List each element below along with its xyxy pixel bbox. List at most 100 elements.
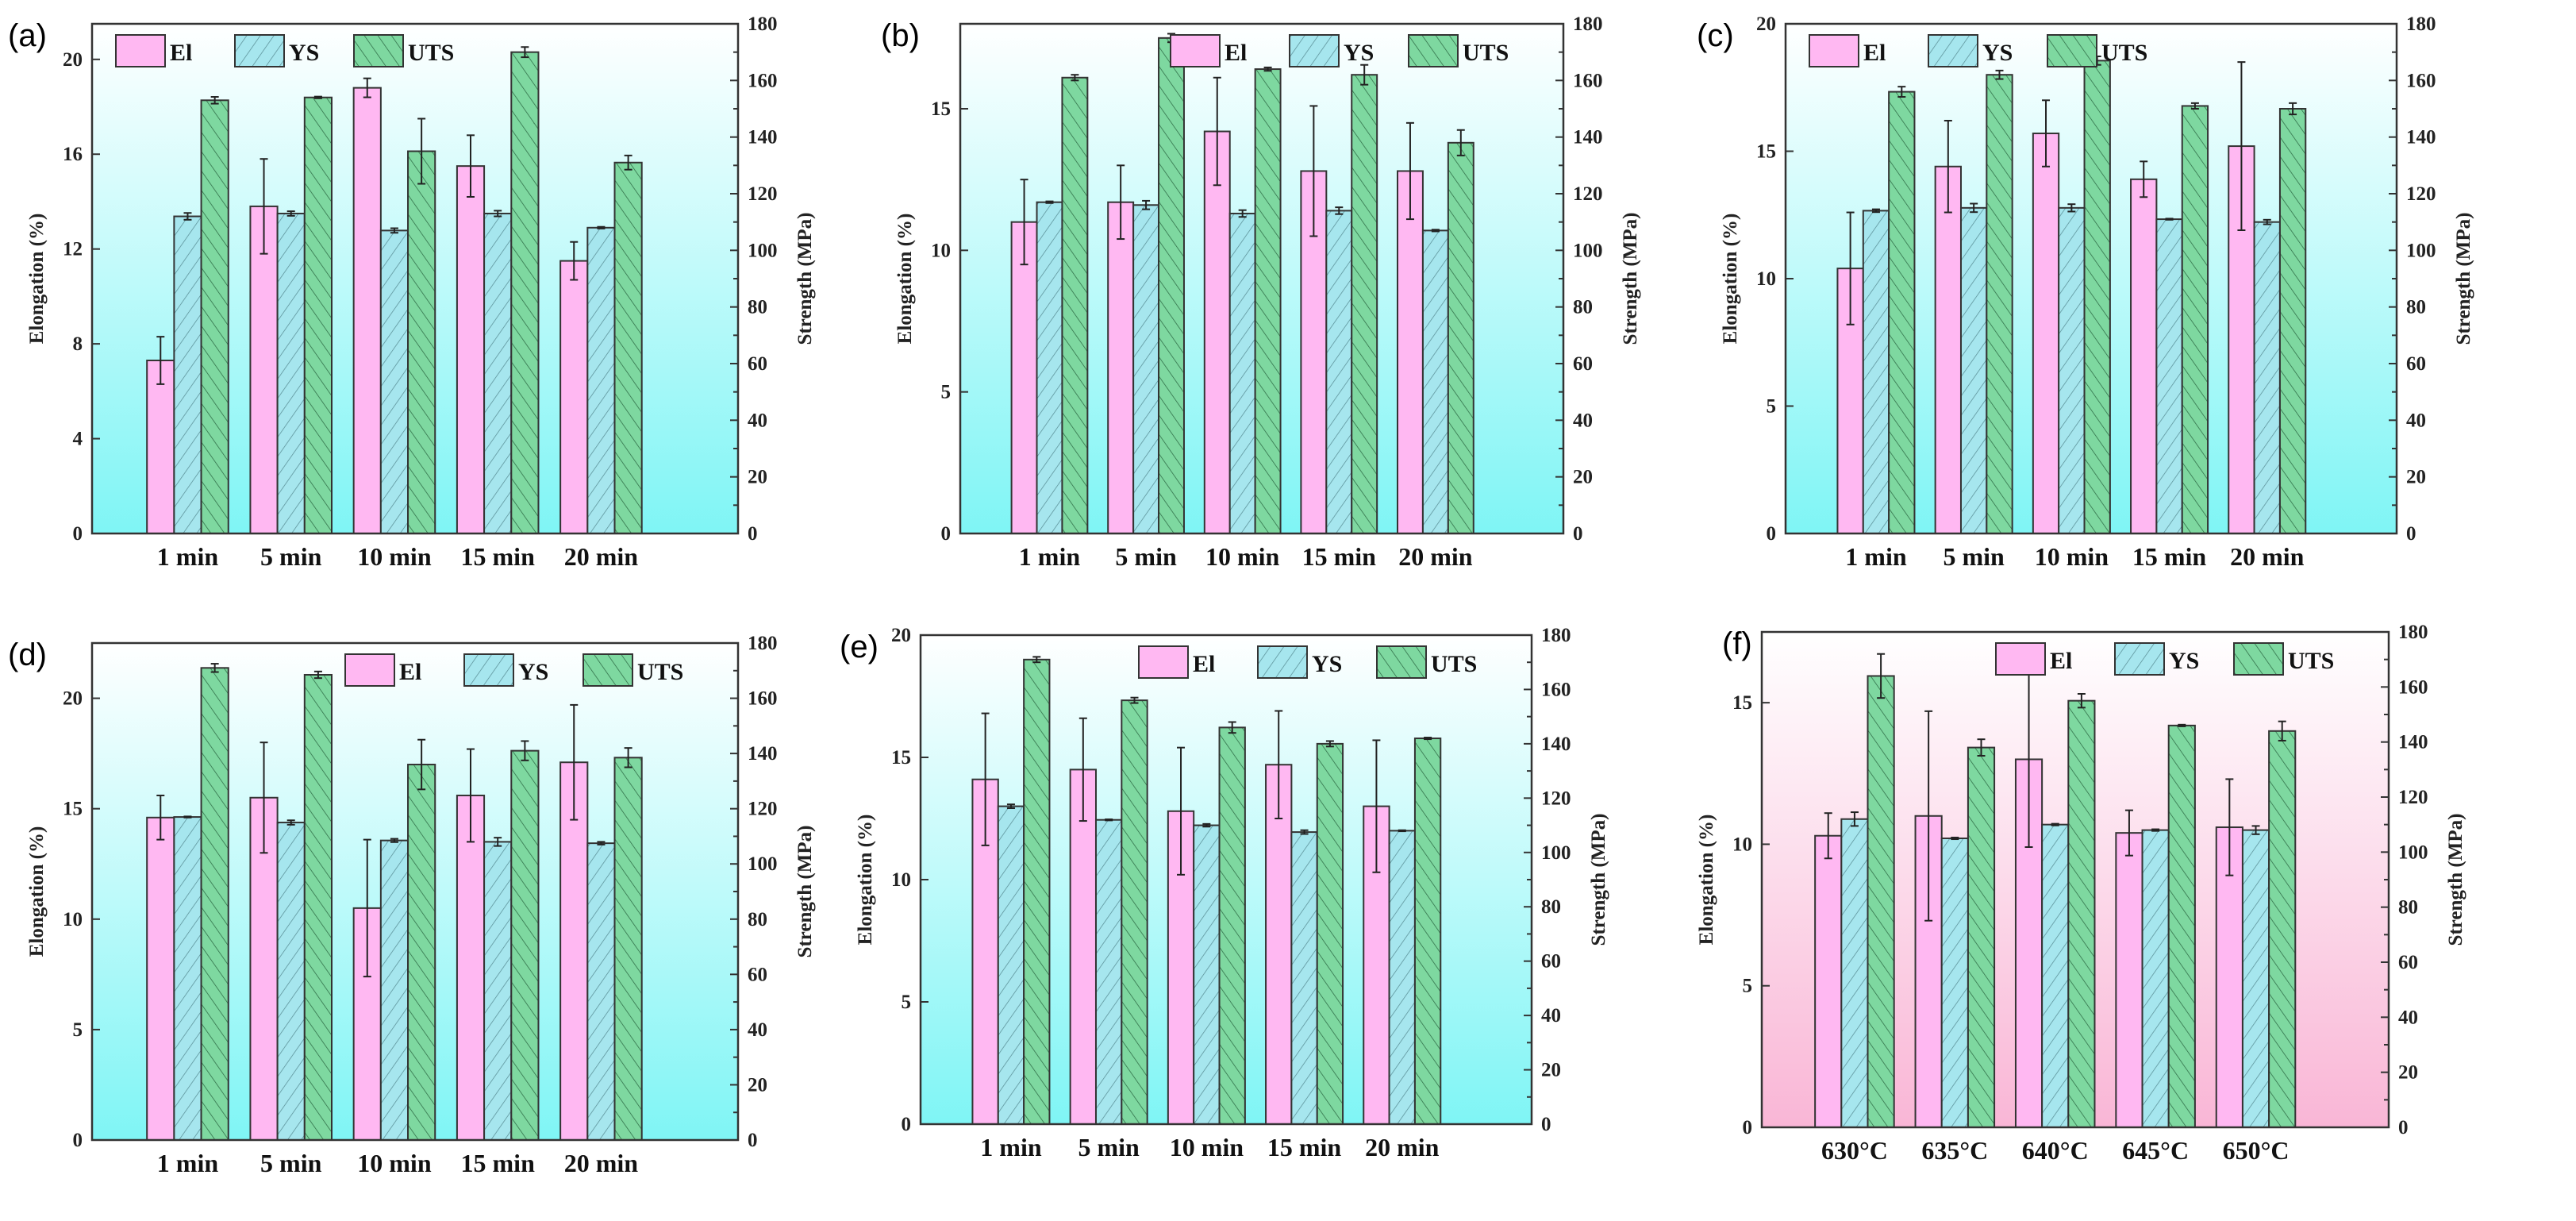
chart-panel-c: (c) 0 5 10 15 20 0 20 40 60 80 100 120 140 160 180 Elong…: [1697, 13, 2474, 571]
right-tick-label: 100: [1573, 240, 1603, 261]
bar-ys: [586, 842, 616, 1142]
bar-uts: [1023, 658, 1051, 1125]
bar-uts: [2083, 60, 2111, 535]
right-axis-label: Strength (MPa): [2445, 814, 2466, 946]
bar-ys: [173, 215, 202, 534]
right-tick-label: 80: [748, 297, 767, 318]
left-tick-label: 4: [73, 429, 83, 450]
left-tick-label: 0: [941, 523, 952, 545]
bar-uts: [2268, 730, 2297, 1128]
bar-uts: [1986, 74, 2013, 534]
x-tick-label: 630°C: [1821, 1136, 1888, 1165]
x-tick-label: 15 min: [1302, 542, 1377, 571]
legend-label: UTS: [408, 40, 454, 66]
bar-ys: [2058, 206, 2086, 534]
x-tick-label: 5 min: [260, 1149, 322, 1177]
bar-ys: [483, 841, 513, 1142]
bar-ys: [1940, 838, 1969, 1128]
legend-label: YS: [289, 40, 319, 66]
right-tick-label: 40: [748, 1019, 767, 1041]
legend-swatch-uts: [353, 34, 404, 67]
right-tick-label: 180: [748, 633, 778, 654]
bar-uts: [1316, 742, 1344, 1126]
right-tick-label: 160: [1541, 679, 1571, 700]
x-tick-label: 20 min: [564, 1149, 639, 1177]
bar-ys: [2041, 823, 2070, 1128]
left-tick-label: 10: [891, 869, 911, 891]
legend-label: UTS: [1463, 40, 1509, 66]
left-tick-label: 15: [1756, 141, 1776, 163]
bar-ys: [1388, 830, 1416, 1126]
left-tick-label: 20: [63, 49, 83, 71]
bar-ys: [379, 229, 409, 534]
right-tick-label: 120: [2406, 183, 2436, 205]
legend-label: UTS: [2288, 648, 2334, 674]
panel-label: (b): [881, 18, 920, 53]
legend-swatch-el: [1809, 34, 1859, 67]
right-tick-label: 180: [748, 13, 778, 35]
bar-ys: [1959, 206, 1988, 534]
left-tick-label: 0: [73, 523, 83, 545]
plot-frame: [1760, 630, 2390, 1129]
right-axis-label: Strength (MPa): [794, 213, 816, 345]
bar-el: [2032, 133, 2060, 534]
bar-uts: [2278, 108, 2307, 534]
x-tick-label: 20 min: [564, 542, 639, 571]
bar-uts: [2167, 724, 2196, 1128]
bar-ys: [586, 226, 616, 534]
legend-swatch-el: [1170, 34, 1221, 67]
bar-el: [456, 165, 486, 535]
right-tick-label: 160: [1573, 70, 1603, 91]
bar-el: [456, 794, 486, 1141]
bar-el: [146, 360, 175, 535]
bar-ys: [483, 212, 513, 534]
bar-el: [2115, 832, 2143, 1129]
bar-ys: [1325, 210, 1353, 534]
x-tick-label: 15 min: [461, 1149, 536, 1177]
bar-uts: [407, 764, 436, 1141]
right-axis-label: Strength (MPa): [794, 826, 816, 958]
legend-label: El: [399, 659, 421, 685]
bar-el: [352, 87, 382, 535]
right-tick-label: 120: [1541, 788, 1571, 809]
right-tick-label: 180: [1573, 13, 1603, 35]
left-tick-label: 5: [73, 1019, 83, 1041]
bar-uts: [510, 51, 540, 534]
x-tick-label: 5 min: [1115, 542, 1177, 571]
left-axis-label: Elongation (%): [894, 214, 916, 345]
plot-frame: [919, 634, 1533, 1126]
bar-uts: [1254, 68, 1282, 535]
right-tick-label: 20: [2406, 467, 2426, 488]
bar-ys: [1132, 204, 1160, 534]
right-tick-label: 0: [1541, 1114, 1551, 1135]
right-tick-label: 140: [2406, 127, 2436, 148]
bar-ys: [1290, 831, 1318, 1125]
right-tick-label: 100: [2398, 842, 2428, 863]
right-tick-label: 120: [2398, 787, 2428, 808]
right-tick-label: 160: [2398, 676, 2428, 698]
left-tick-label: 10: [1756, 268, 1776, 290]
legend-label: YS: [1312, 651, 1342, 677]
bar-uts: [200, 99, 229, 535]
right-tick-label: 60: [2406, 353, 2426, 375]
bar-el: [559, 260, 589, 534]
right-axis-label: Strength (MPa): [2453, 213, 2474, 345]
legend-label: UTS: [637, 659, 683, 685]
bar-uts: [1218, 726, 1246, 1125]
right-tick-label: 100: [748, 240, 778, 261]
bar-ys: [1036, 201, 1063, 534]
x-tick-label: 15 min: [1267, 1133, 1342, 1161]
right-tick-label: 0: [1573, 523, 1583, 545]
left-tick-label: 0: [1767, 523, 1777, 545]
x-tick-label: 20 min: [1365, 1133, 1440, 1161]
bar-el: [1203, 130, 1231, 535]
bar-ys: [379, 839, 409, 1142]
x-tick-label: 5 min: [1078, 1133, 1140, 1161]
left-tick-label: 0: [73, 1130, 83, 1151]
right-tick-label: 180: [2406, 13, 2436, 35]
legend-label: YS: [1982, 40, 2013, 66]
bar-uts: [1888, 91, 1916, 535]
bar-ys: [1228, 212, 1256, 534]
bar-uts: [510, 749, 540, 1142]
